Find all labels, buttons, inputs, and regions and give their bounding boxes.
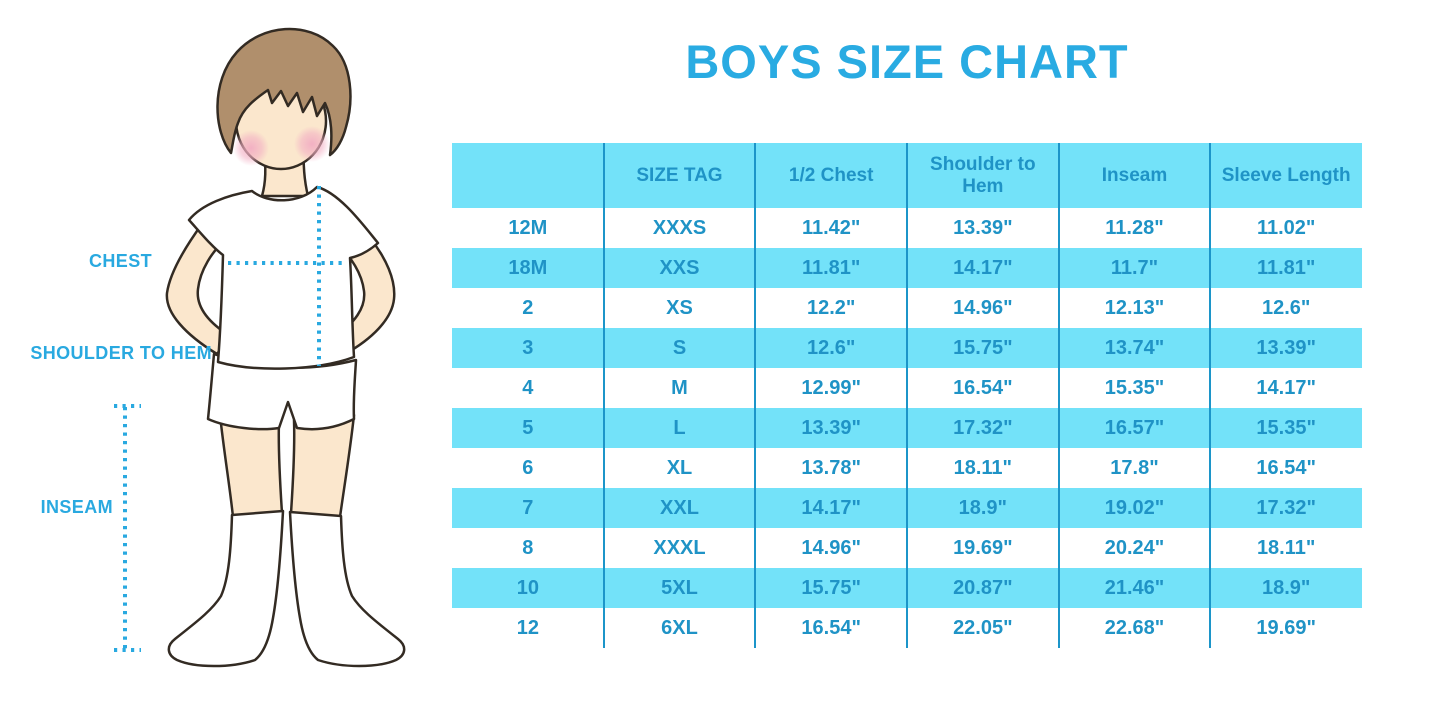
cell-shoulder-to-hem: 19.69" xyxy=(953,536,1013,559)
cell-half-chest: 13.78" xyxy=(801,456,861,479)
cell-size-tag: XL xyxy=(666,456,693,479)
cell-sleeve-length: 18.11" xyxy=(1256,536,1316,559)
cell-size: 7 xyxy=(522,496,534,519)
cell-sleeve-length: 12.6" xyxy=(1261,296,1311,319)
cell-inseam: 21.46" xyxy=(1104,576,1165,599)
cell-size: 2 xyxy=(522,296,534,319)
table-row: 12 6XL 16.54" 22.05" 22.68" 19.69" xyxy=(452,608,1362,648)
table-row: 5 L 13.39" 17.32" 16.57" 15.35" xyxy=(452,408,1362,448)
cell-size-tag: XXXS xyxy=(652,216,707,239)
cell-size: 4 xyxy=(522,376,534,399)
cell-sleeve-length: 13.39" xyxy=(1256,336,1316,359)
cell-shoulder-to-hem: 16.54" xyxy=(953,376,1013,399)
boy-arm-left xyxy=(165,222,232,356)
cell-sleeve-length: 11.81" xyxy=(1256,256,1316,279)
cell-inseam: 12.13" xyxy=(1104,296,1165,319)
cell-inseam: 13.74" xyxy=(1104,336,1165,359)
cell-size: 3 xyxy=(522,336,534,359)
boy-leg-left xyxy=(218,413,284,519)
cell-inseam: 15.35" xyxy=(1104,376,1165,399)
table-row: 3 S 12.6" 15.75" 13.74" 13.39" xyxy=(452,328,1362,368)
header-cell-shoulder-to-hem: Shoulder to Hem xyxy=(930,154,1036,197)
cell-shoulder-to-hem: 13.39" xyxy=(953,216,1013,239)
cell-size-tag: M xyxy=(671,376,688,399)
cell-sleeve-length: 19.69" xyxy=(1256,616,1316,639)
cell-shoulder-to-hem: 18.9" xyxy=(958,496,1008,519)
cell-half-chest: 16.54" xyxy=(801,616,861,639)
cell-shoulder-to-hem: 15.75" xyxy=(953,336,1013,359)
cell-size: 12 xyxy=(516,616,539,639)
table-row: 18M XXS 11.81" 14.17" 11.7" 11.81" xyxy=(452,248,1362,288)
boy-leg-right xyxy=(289,413,356,519)
cell-sleeve-length: 14.17" xyxy=(1256,376,1316,399)
table-row: 6 XL 13.78" 18.11" 17.8" 16.54" xyxy=(452,448,1362,488)
cell-sleeve-length: 15.35" xyxy=(1256,416,1316,439)
table-row: 10 5XL 15.75" 20.87" 21.46" 18.9" xyxy=(452,568,1362,608)
cell-shoulder-to-hem: 14.96" xyxy=(953,296,1013,319)
boy-sock-right xyxy=(288,510,406,668)
header-cell-size-tag: SIZE TAG xyxy=(636,164,723,186)
boy-sock-left xyxy=(167,509,285,668)
cell-size: 5 xyxy=(522,416,534,439)
cell-half-chest: 11.42" xyxy=(801,216,861,239)
chest-label: CHEST xyxy=(88,251,152,271)
inseam-label: INSEAM xyxy=(40,497,113,517)
table-row: 7 XXL 14.17" 18.9" 19.02" 17.32" xyxy=(452,488,1362,528)
cell-inseam: 22.68" xyxy=(1104,616,1165,639)
cell-inseam: 17.8" xyxy=(1110,456,1159,479)
cell-shoulder-to-hem: 14.17" xyxy=(953,256,1013,279)
cell-half-chest: 14.96" xyxy=(801,536,861,559)
table-row: 8 XXXL 14.96" 19.69" 20.24" 18.11" xyxy=(452,528,1362,568)
cell-size-tag: XS xyxy=(666,296,693,319)
cell-size-tag: L xyxy=(673,416,686,439)
cell-size: 6 xyxy=(522,456,534,479)
cell-size: 10 xyxy=(516,576,539,599)
boy-tshirt xyxy=(187,185,380,370)
cell-shoulder-to-hem: 22.05" xyxy=(953,616,1013,639)
boy-illustration xyxy=(114,27,406,668)
table-row: 4 M 12.99" 16.54" 15.35" 14.17" xyxy=(452,368,1362,408)
cell-inseam: 11.7" xyxy=(1110,256,1159,279)
cell-size-tag: 5XL xyxy=(661,576,698,599)
cell-size-tag: S xyxy=(672,336,687,359)
cell-inseam: 11.28" xyxy=(1105,216,1164,239)
cell-size: 12M xyxy=(508,216,548,239)
cell-inseam: 20.24" xyxy=(1104,536,1165,559)
header-cell-sleeve-length: Sleeve Length xyxy=(1221,164,1351,186)
page-title: BOYS SIZE CHART xyxy=(685,35,1129,88)
cell-shoulder-to-hem: 17.32" xyxy=(953,416,1013,439)
cell-half-chest: 13.39" xyxy=(801,416,861,439)
cell-shoulder-to-hem: 20.87" xyxy=(953,576,1013,599)
cell-inseam: 16.57" xyxy=(1104,416,1165,439)
cell-shoulder-to-hem: 18.11" xyxy=(953,456,1013,479)
shoulder-to-hem-label: SHOULDER TO HEM xyxy=(30,343,212,363)
cell-half-chest: 12.99" xyxy=(801,376,861,399)
header-cell-inseam: Inseam xyxy=(1101,164,1168,186)
cell-size: 18M xyxy=(508,256,548,279)
cell-half-chest: 15.75" xyxy=(801,576,861,599)
table-row: 12M XXXS 11.42" 13.39" 11.28" 11.02" xyxy=(452,208,1362,248)
cell-sleeve-length: 16.54" xyxy=(1256,456,1316,479)
table-header-row: SIZE TAG 1/2 Chest Shoulder to Hem Insea… xyxy=(452,143,1362,208)
cell-half-chest: 11.81" xyxy=(801,256,861,279)
cell-half-chest: 14.17" xyxy=(801,496,861,519)
cell-size-tag: 6XL xyxy=(661,616,698,639)
cell-inseam: 19.02" xyxy=(1104,496,1165,519)
boy-cheek-left xyxy=(233,130,269,166)
cell-sleeve-length: 17.32" xyxy=(1256,496,1316,519)
header-cell-half-chest: 1/2 Chest xyxy=(788,164,874,186)
boy-cheek-right xyxy=(294,126,330,162)
cell-size-tag: XXXL xyxy=(653,536,706,559)
cell-half-chest: 12.6" xyxy=(806,336,856,359)
cell-sleeve-length: 11.02" xyxy=(1256,216,1316,239)
cell-sleeve-length: 18.9" xyxy=(1261,576,1311,599)
cell-half-chest: 12.2" xyxy=(806,296,856,319)
cell-size-tag: XXS xyxy=(659,256,700,279)
cell-size: 8 xyxy=(522,536,534,559)
table-row: 2 XS 12.2" 14.96" 12.13" 12.6" xyxy=(452,288,1362,328)
size-table: SIZE TAG 1/2 Chest Shoulder to Hem Insea… xyxy=(452,143,1362,648)
boy-hair xyxy=(216,27,352,157)
cell-size-tag: XXL xyxy=(660,496,699,519)
